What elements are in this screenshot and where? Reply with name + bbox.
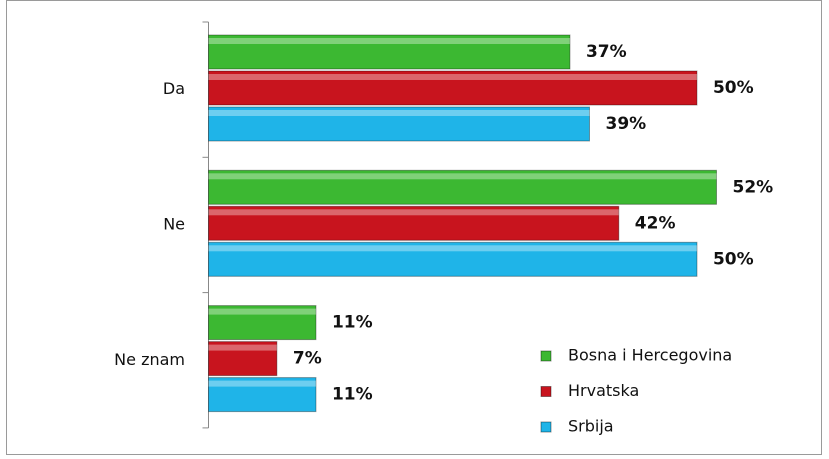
bar-highlight xyxy=(208,344,277,351)
bar xyxy=(208,70,698,106)
value-label: 50% xyxy=(713,78,754,98)
value-label: 37% xyxy=(586,42,627,62)
legend-marker xyxy=(540,350,552,362)
legend-label: Bosna i Hercegovina xyxy=(568,346,732,365)
bar xyxy=(208,34,571,70)
category-label: Ne znam xyxy=(114,350,185,369)
bar-highlight xyxy=(208,209,619,216)
bar xyxy=(208,377,317,413)
bar-highlight xyxy=(208,245,697,252)
bar-highlight xyxy=(208,74,697,80)
bar xyxy=(208,341,278,377)
bar xyxy=(208,205,620,241)
bar-highlight xyxy=(208,308,316,315)
bar-highlight xyxy=(208,173,717,180)
bar xyxy=(208,305,317,341)
category-label: Ne xyxy=(163,214,185,233)
bar-highlight xyxy=(208,38,570,44)
value-label: 42% xyxy=(635,213,676,233)
legend-label: Hrvatska xyxy=(568,381,639,400)
bar-highlight xyxy=(208,110,590,116)
value-label: 11% xyxy=(332,385,373,405)
legend-marker xyxy=(540,386,552,397)
bar xyxy=(208,241,698,277)
value-label: 39% xyxy=(606,114,647,134)
value-label: 11% xyxy=(332,313,373,333)
bar xyxy=(208,169,717,205)
category-label: Da xyxy=(163,79,185,98)
legend-marker xyxy=(540,421,552,433)
value-label: 7% xyxy=(293,349,322,369)
legend-label: Srbija xyxy=(568,417,614,436)
value-label: 50% xyxy=(713,249,754,269)
bar xyxy=(208,106,590,142)
value-label: 52% xyxy=(733,177,774,197)
bar-highlight xyxy=(208,380,316,387)
